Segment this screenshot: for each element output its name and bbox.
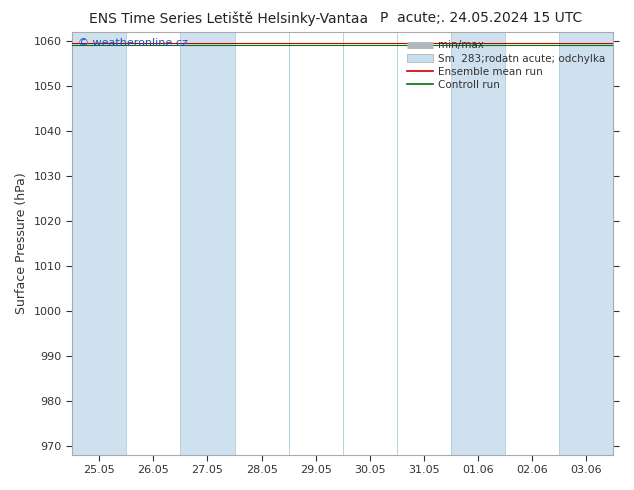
Text: ENS Time Series Letiště Helsinky-Vantaa: ENS Time Series Letiště Helsinky-Vantaa bbox=[89, 11, 368, 26]
Bar bbox=[180, 32, 235, 455]
Legend: min/max, Sm  283;rodatn acute; odchylka, Ensemble mean run, Controll run: min/max, Sm 283;rodatn acute; odchylka, … bbox=[403, 37, 608, 93]
Text: © weatheronline.cz: © weatheronline.cz bbox=[77, 39, 188, 49]
Bar bbox=[559, 32, 614, 455]
Y-axis label: Surface Pressure (hPa): Surface Pressure (hPa) bbox=[15, 172, 28, 314]
Text: P  acute;. 24.05.2024 15 UTC: P acute;. 24.05.2024 15 UTC bbox=[380, 11, 583, 25]
Bar bbox=[72, 32, 126, 455]
Bar bbox=[451, 32, 505, 455]
